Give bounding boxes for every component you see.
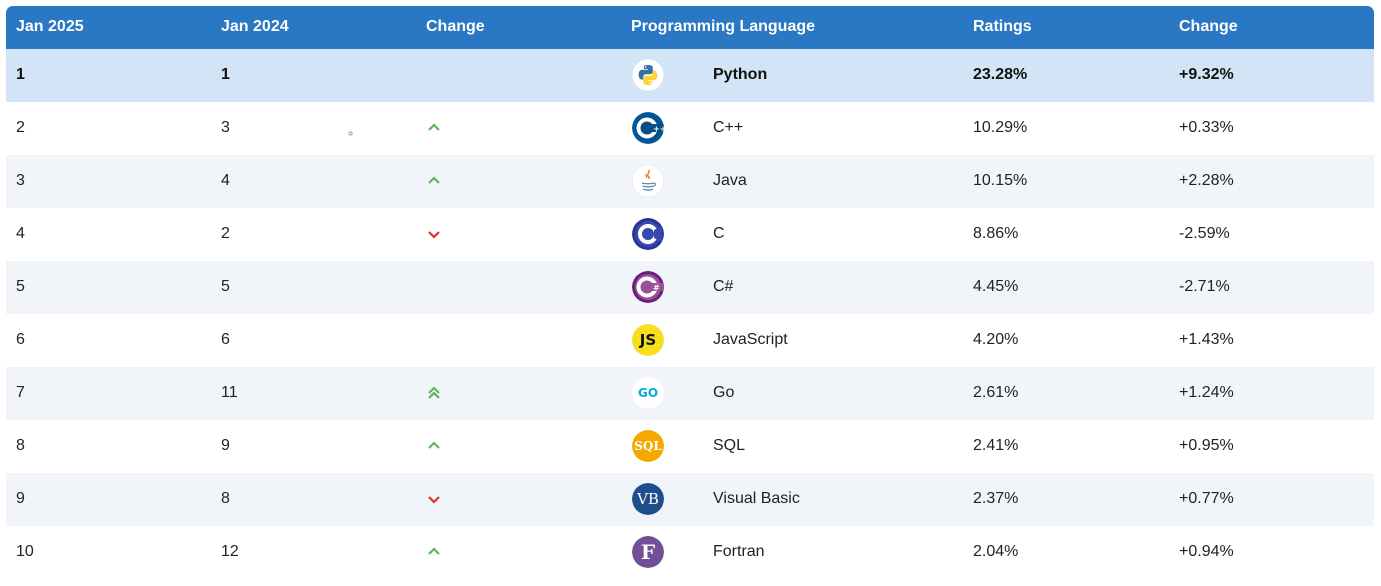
rating-value: 2.37% xyxy=(973,490,1019,507)
language-name[interactable]: SQL xyxy=(713,437,746,454)
language-name[interactable]: Java xyxy=(713,172,747,189)
language-name[interactable]: Fortran xyxy=(713,543,765,560)
table-row: 8 9 SQL SQL 2.41% +0.95% xyxy=(6,420,1374,473)
rating-value: 10.15% xyxy=(973,172,1028,189)
header-programming-language[interactable]: Programming Language xyxy=(631,18,816,35)
rank-previous: 5 xyxy=(221,278,230,295)
rank-current: 1 xyxy=(16,66,25,83)
header-ratings[interactable]: Ratings xyxy=(973,18,1032,35)
arrow-up-icon xyxy=(426,544,442,560)
table-row: 2 3 ++ C++ 10.29% +0.33% xyxy=(6,102,1374,155)
header-change[interactable]: Change xyxy=(426,18,485,35)
visual_basic-logo-text: VB xyxy=(632,483,664,515)
go-logo: GO xyxy=(632,377,664,409)
rank-previous: 6 xyxy=(221,331,230,348)
visual-basic-logo: VB xyxy=(632,483,664,515)
stray-dot-icon xyxy=(348,131,353,136)
language-name[interactable]: JavaScript xyxy=(713,331,788,348)
double-arrow-up-icon xyxy=(426,385,442,401)
rating-change: -2.71% xyxy=(1179,278,1230,295)
table-row: 1 1 Python 23.28% +9.32% xyxy=(6,49,1374,102)
rank-current: 3 xyxy=(16,172,25,189)
rating-change: +9.32% xyxy=(1179,66,1234,83)
rank-current: 5 xyxy=(16,278,25,295)
table-row: 9 8 VB Visual Basic 2.37% +0.77% xyxy=(6,473,1374,526)
rank-previous: 4 xyxy=(221,172,230,189)
sql-logo: SQL xyxy=(632,430,664,462)
rank-current: 8 xyxy=(16,437,25,454)
python-logo xyxy=(632,59,664,91)
arrow-up-icon xyxy=(426,120,442,136)
header-jan-2024[interactable]: Jan 2024 xyxy=(221,18,289,35)
fortran-logo: F xyxy=(632,536,664,568)
header-jan-2025[interactable]: Jan 2025 xyxy=(16,18,84,35)
arrow-up-icon xyxy=(426,438,442,454)
rank-previous: 12 xyxy=(221,543,239,560)
rating-value: 2.61% xyxy=(973,384,1019,401)
rating-value: 2.41% xyxy=(973,437,1019,454)
rating-value: 10.29% xyxy=(973,119,1028,136)
javascript-logo: JS xyxy=(632,324,664,356)
rank-current: 6 xyxy=(16,331,25,348)
rank-previous: 3 xyxy=(221,119,230,136)
fortran-logo-text: F xyxy=(632,536,664,568)
table-row: 5 5 # C# 4.45% -2.71% xyxy=(6,261,1374,314)
rating-change: +2.28% xyxy=(1179,172,1234,189)
tiobe-index-table: Jan 2025 Jan 2024 Change Programming Lan… xyxy=(6,6,1374,579)
table-row: 4 2 C 8.86% -2.59% xyxy=(6,208,1374,261)
rating-change: +0.77% xyxy=(1179,490,1234,507)
language-name[interactable]: Python xyxy=(713,66,768,83)
rank-previous: 11 xyxy=(221,384,238,401)
language-name[interactable]: C# xyxy=(713,278,734,295)
arrow-down-icon xyxy=(426,491,442,507)
c-logo xyxy=(632,218,664,250)
table-row: 7 11 GO Go 2.61% +1.24% xyxy=(6,367,1374,420)
rank-previous: 9 xyxy=(221,437,230,454)
svg-text:#: # xyxy=(653,284,660,293)
rank-current: 7 xyxy=(16,384,25,401)
rank-current: 2 xyxy=(16,119,25,136)
rank-current: 9 xyxy=(16,490,25,507)
cpp-logo: ++ xyxy=(632,112,664,144)
rating-value: 4.45% xyxy=(973,278,1019,295)
rank-current: 10 xyxy=(16,543,34,560)
javascript-logo-text: JS xyxy=(632,324,664,356)
rating-change: +1.24% xyxy=(1179,384,1234,401)
rating-change: +0.95% xyxy=(1179,437,1234,454)
arrow-down-icon xyxy=(426,226,442,242)
rating-change: +1.43% xyxy=(1179,331,1234,348)
language-name[interactable]: C xyxy=(713,225,725,242)
rank-previous: 8 xyxy=(221,490,230,507)
svg-text:++: ++ xyxy=(653,125,664,134)
rating-change: +0.94% xyxy=(1179,543,1234,560)
rating-change: +0.33% xyxy=(1179,119,1234,136)
go-logo-text: GO xyxy=(632,377,664,409)
header-ratings-change[interactable]: Change xyxy=(1179,18,1238,35)
language-name[interactable]: Visual Basic xyxy=(713,490,800,507)
rating-value: 23.28% xyxy=(973,66,1028,83)
table-row: 3 4 Java 10.15% +2.28% xyxy=(6,155,1374,208)
language-name[interactable]: C++ xyxy=(713,119,744,136)
csharp-logo: # xyxy=(632,271,664,303)
rating-value: 4.20% xyxy=(973,331,1019,348)
rating-value: 2.04% xyxy=(973,543,1019,560)
rating-change: -2.59% xyxy=(1179,225,1230,242)
rank-previous: 2 xyxy=(221,225,230,242)
rating-value: 8.86% xyxy=(973,225,1019,242)
language-name[interactable]: Go xyxy=(713,384,735,401)
table-header: Jan 2025 Jan 2024 Change Programming Lan… xyxy=(6,6,1374,49)
java-logo xyxy=(632,165,664,197)
table-row: 10 12 F Fortran 2.04% +0.94% xyxy=(6,526,1374,579)
rank-previous: 1 xyxy=(221,66,230,83)
rank-current: 4 xyxy=(16,225,25,242)
arrow-up-icon xyxy=(426,173,442,189)
sql-logo-text: SQL xyxy=(632,430,664,462)
table-row: 6 6 JS JavaScript 4.20% +1.43% xyxy=(6,314,1374,367)
